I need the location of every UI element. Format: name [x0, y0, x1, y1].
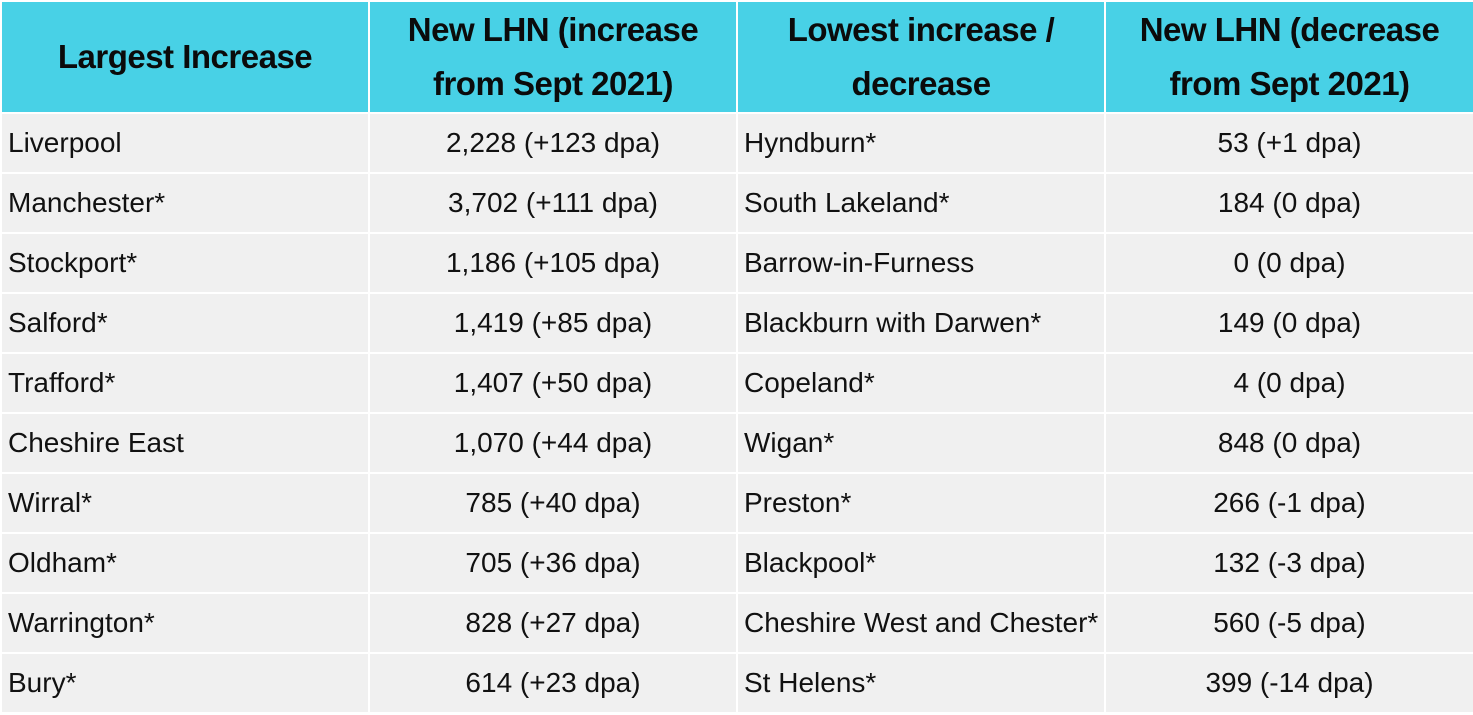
- largest-increase-authority: Cheshire East: [0, 412, 370, 474]
- largest-increase-authority: Warrington*: [0, 592, 370, 654]
- new-lhn-decrease-value: 399 (-14 dpa): [1104, 652, 1473, 714]
- new-lhn-decrease-value: 53 (+1 dpa): [1104, 112, 1473, 174]
- table-row: Liverpool 2,228 (+123 dpa) Hyndburn* 53 …: [0, 112, 1473, 174]
- table-row: Manchester* 3,702 (+111 dpa) South Lakel…: [0, 172, 1473, 234]
- table-row: Stockport* 1,186 (+105 dpa) Barrow-in-Fu…: [0, 232, 1473, 294]
- largest-increase-authority: Wirral*: [0, 472, 370, 534]
- lowest-increase-authority: Preston*: [736, 472, 1106, 534]
- new-lhn-increase-value: 705 (+36 dpa): [368, 532, 738, 594]
- largest-increase-authority: Oldham*: [0, 532, 370, 594]
- new-lhn-decrease-value: 266 (-1 dpa): [1104, 472, 1473, 534]
- table-row: Warrington* 828 (+27 dpa) Cheshire West …: [0, 592, 1473, 654]
- new-lhn-decrease-value: 0 (0 dpa): [1104, 232, 1473, 294]
- new-lhn-decrease-value: 560 (-5 dpa): [1104, 592, 1473, 654]
- lowest-increase-authority: Blackpool*: [736, 532, 1106, 594]
- new-lhn-increase-value: 1,419 (+85 dpa): [368, 292, 738, 354]
- table-row: Cheshire East 1,070 (+44 dpa) Wigan* 848…: [0, 412, 1473, 474]
- largest-increase-authority: Bury*: [0, 652, 370, 714]
- header-new-lhn-increase: New LHN (increase from Sept 2021): [368, 0, 738, 114]
- new-lhn-decrease-value: 149 (0 dpa): [1104, 292, 1473, 354]
- largest-increase-authority: Salford*: [0, 292, 370, 354]
- new-lhn-decrease-value: 184 (0 dpa): [1104, 172, 1473, 234]
- lowest-increase-authority: South Lakeland*: [736, 172, 1106, 234]
- largest-increase-authority: Manchester*: [0, 172, 370, 234]
- new-lhn-decrease-value: 848 (0 dpa): [1104, 412, 1473, 474]
- new-lhn-increase-value: 614 (+23 dpa): [368, 652, 738, 714]
- table-header: Largest Increase New LHN (increase from …: [0, 0, 1473, 114]
- table-body: Liverpool 2,228 (+123 dpa) Hyndburn* 53 …: [0, 112, 1473, 714]
- new-lhn-increase-value: 2,228 (+123 dpa): [368, 112, 738, 174]
- header-row: Largest Increase New LHN (increase from …: [0, 0, 1473, 114]
- table-row: Oldham* 705 (+36 dpa) Blackpool* 132 (-3…: [0, 532, 1473, 594]
- new-lhn-decrease-value: 4 (0 dpa): [1104, 352, 1473, 414]
- new-lhn-increase-value: 1,186 (+105 dpa): [368, 232, 738, 294]
- new-lhn-increase-value: 785 (+40 dpa): [368, 472, 738, 534]
- header-new-lhn-decrease: New LHN (decrease from Sept 2021): [1104, 0, 1473, 114]
- lowest-increase-authority: St Helens*: [736, 652, 1106, 714]
- lowest-increase-authority: Copeland*: [736, 352, 1106, 414]
- new-lhn-increase-value: 1,070 (+44 dpa): [368, 412, 738, 474]
- header-lowest-increase-decrease: Lowest increase / decrease: [736, 0, 1106, 114]
- new-lhn-decrease-value: 132 (-3 dpa): [1104, 532, 1473, 594]
- new-lhn-increase-value: 828 (+27 dpa): [368, 592, 738, 654]
- new-lhn-increase-value: 3,702 (+111 dpa): [368, 172, 738, 234]
- lowest-increase-authority: Barrow-in-Furness: [736, 232, 1106, 294]
- lowest-increase-authority: Wigan*: [736, 412, 1106, 474]
- table-row: Salford* 1,419 (+85 dpa) Blackburn with …: [0, 292, 1473, 354]
- lowest-increase-authority: Blackburn with Darwen*: [736, 292, 1106, 354]
- table-row: Bury* 614 (+23 dpa) St Helens* 399 (-14 …: [0, 652, 1473, 714]
- largest-increase-authority: Trafford*: [0, 352, 370, 414]
- table-row: Wirral* 785 (+40 dpa) Preston* 266 (-1 d…: [0, 472, 1473, 534]
- largest-increase-authority: Liverpool: [0, 112, 370, 174]
- new-lhn-increase-value: 1,407 (+50 dpa): [368, 352, 738, 414]
- header-largest-increase: Largest Increase: [0, 0, 370, 114]
- table-row: Trafford* 1,407 (+50 dpa) Copeland* 4 (0…: [0, 352, 1473, 414]
- largest-increase-authority: Stockport*: [0, 232, 370, 294]
- lowest-increase-authority: Cheshire West and Chester*: [736, 592, 1106, 654]
- lowest-increase-authority: Hyndburn*: [736, 112, 1106, 174]
